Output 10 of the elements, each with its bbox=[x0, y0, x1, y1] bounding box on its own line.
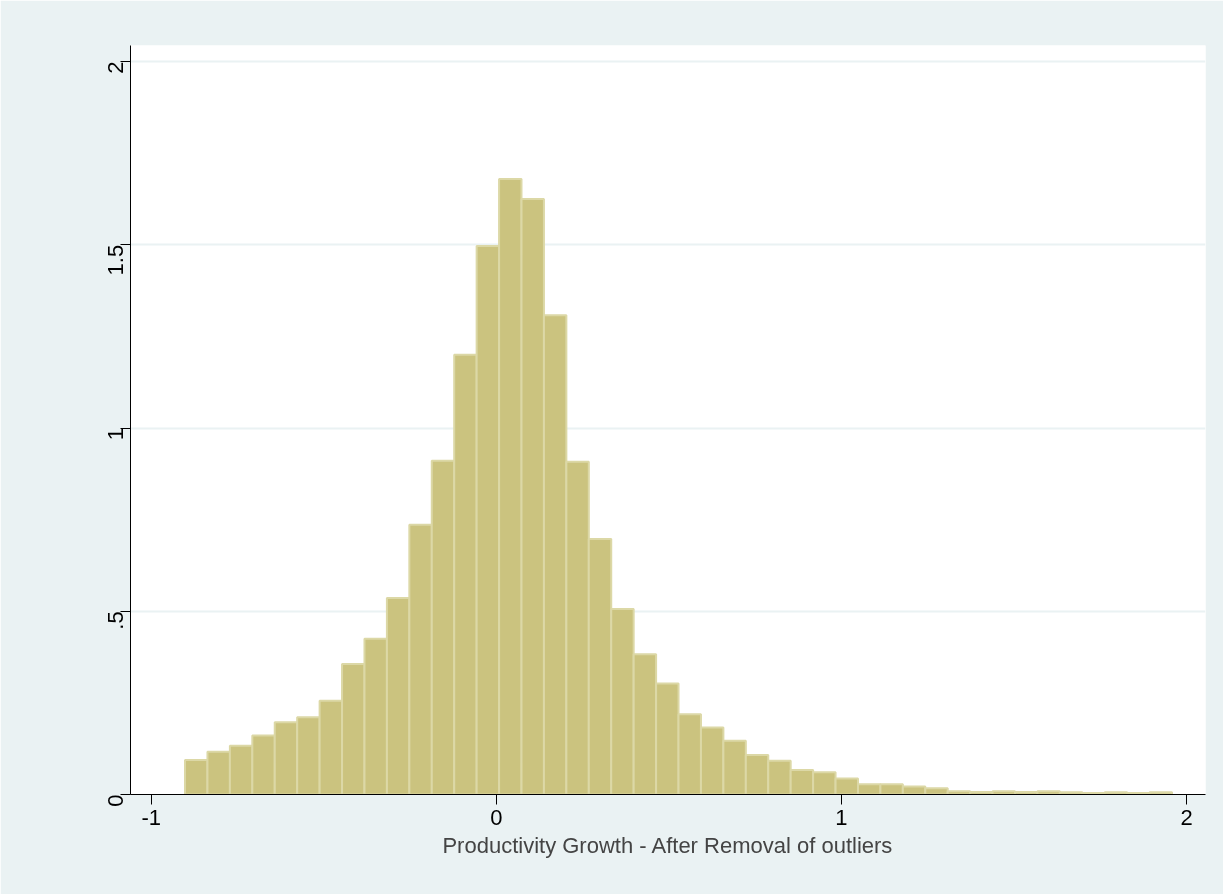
x-tick-label: 1 bbox=[835, 804, 848, 830]
x-tick-label: 2 bbox=[1180, 804, 1193, 830]
y-tick-label: 1.5 bbox=[103, 244, 128, 276]
y-tick-label: 0 bbox=[103, 794, 128, 807]
x-tick-label: 0 bbox=[490, 804, 503, 830]
x-axis-title: Productivity Growth - After Removal of outliers bbox=[442, 832, 893, 858]
x-tick-label: -1 bbox=[141, 804, 161, 830]
y-tick-label: 2 bbox=[103, 61, 128, 74]
y-tick-label: .5 bbox=[103, 611, 128, 630]
y-tick-label: 1 bbox=[103, 428, 128, 441]
